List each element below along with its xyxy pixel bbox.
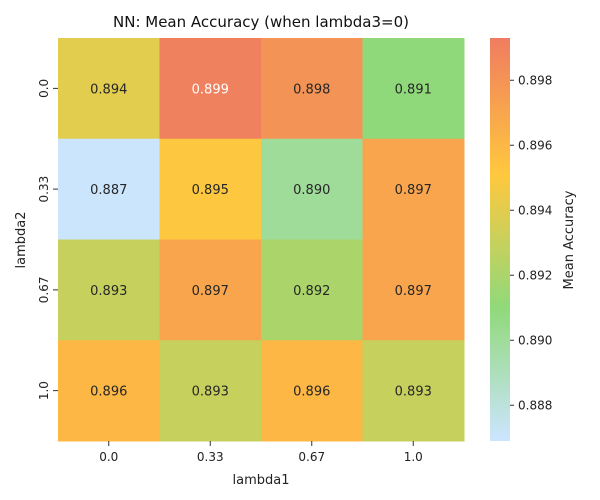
cell-value-label: 0.891 — [395, 82, 432, 97]
heatmap-cell — [159, 239, 262, 341]
heatmap-cell — [261, 340, 363, 442]
colorbar-label: Mean Accuracy — [562, 190, 577, 289]
cell-value-label: 0.892 — [293, 284, 330, 299]
heatmap-cell — [261, 138, 363, 240]
colorbar-tick-label: 0.896 — [518, 138, 552, 152]
heatmap-cell — [58, 38, 160, 140]
colorbar-tick-label: 0.890 — [518, 333, 552, 347]
colorbar-tick-label: 0.898 — [518, 73, 552, 87]
heatmap-cell — [159, 138, 262, 240]
cell-value-label: 0.893 — [395, 385, 432, 400]
cell-value-label: 0.896 — [90, 385, 127, 400]
x-tick-label: 1.0 — [404, 450, 423, 464]
heatmap-cell — [159, 38, 262, 140]
heatmap-cell — [58, 340, 160, 442]
x-axis-ticks: 0.0 0.33 0.67 1.0 — [99, 441, 423, 464]
cell-value-label: 0.899 — [192, 82, 229, 97]
cell-value-label: 0.897 — [395, 284, 432, 299]
cell-value-label: 0.887 — [90, 183, 127, 198]
heatmap-cell — [58, 138, 160, 240]
cell-value-label: 0.896 — [293, 385, 330, 400]
y-tick-label: 1.0 — [37, 381, 51, 400]
cell-value-label: 0.897 — [192, 284, 229, 299]
heatmap-cell — [261, 38, 363, 140]
colorbar-tick-label: 0.888 — [518, 398, 552, 412]
heatmap-cell — [159, 340, 262, 442]
x-tick-label: 0.33 — [197, 450, 224, 464]
y-tick-label: 0.0 — [37, 79, 51, 98]
heatmap-cell — [362, 239, 465, 341]
y-tick-label: 0.33 — [37, 176, 51, 203]
heatmap-cell — [58, 239, 160, 341]
cell-value-label: 0.890 — [293, 183, 330, 198]
cell-value-label: 0.893 — [192, 385, 229, 400]
y-axis-label: lambda2 — [14, 212, 29, 269]
cell-value-label: 0.897 — [395, 183, 432, 198]
heatmap-cell — [362, 340, 465, 442]
cell-value-label: 0.893 — [90, 284, 127, 299]
colorbar-tick-label: 0.894 — [518, 203, 552, 217]
heatmap-cell — [261, 239, 363, 341]
x-tick-label: 0.0 — [99, 450, 118, 464]
heatmap-cell — [362, 138, 465, 240]
colorbar-tick-label: 0.892 — [518, 268, 552, 282]
colorbar-ticks: 0.888 0.890 0.892 0.894 0.896 0.898 — [510, 73, 552, 412]
heatmap-cells: 0.894 0.899 0.898 0.891 0.887 0.895 0.890 0.897… — [58, 38, 465, 442]
x-tick-label: 0.67 — [298, 450, 325, 464]
heatmap-cell — [362, 38, 465, 140]
x-axis-label: lambda1 — [233, 473, 290, 488]
chart-title: NN: Mean Accuracy (when lambda3=0) — [113, 13, 409, 31]
y-tick-label: 0.67 — [37, 277, 51, 304]
cell-value-label: 0.895 — [192, 183, 229, 198]
cell-value-label: 0.894 — [90, 82, 127, 97]
cell-value-label: 0.898 — [293, 82, 330, 97]
colorbar — [490, 38, 510, 441]
y-axis-ticks: 0.0 0.33 0.67 1.0 — [37, 79, 58, 400]
